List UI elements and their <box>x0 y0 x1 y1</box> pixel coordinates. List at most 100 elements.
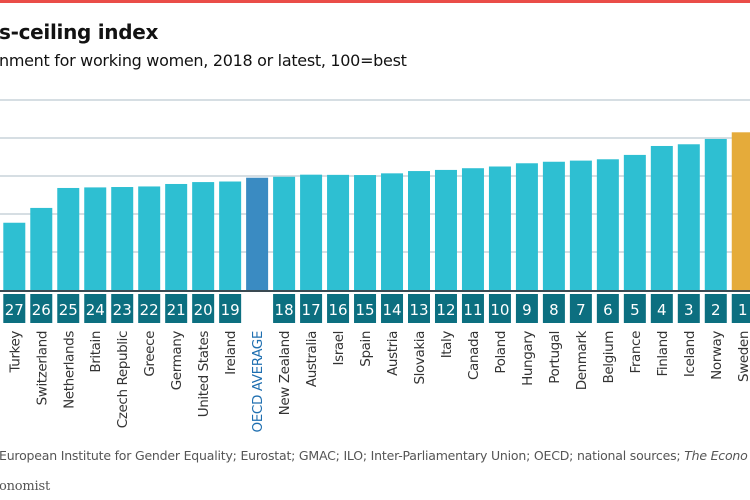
rank-box <box>111 294 134 323</box>
rank-label: 7 <box>576 301 586 319</box>
bar <box>515 163 538 290</box>
category-label: Spain <box>358 331 374 367</box>
bar <box>246 177 269 290</box>
category-label: Greece <box>142 331 158 377</box>
rank-box <box>165 294 188 323</box>
category-label: Finland <box>655 331 671 376</box>
rank-box <box>542 294 565 323</box>
category-label: Canada <box>466 331 482 380</box>
category-label: Britain <box>88 331 104 373</box>
bar <box>273 176 296 290</box>
bar <box>650 145 673 290</box>
category-label: Turkey <box>7 331 23 374</box>
rank-box <box>623 294 646 323</box>
rank-box <box>569 294 592 323</box>
bar <box>381 173 404 290</box>
rank-label: 16 <box>329 301 348 319</box>
rank-box <box>731 294 750 323</box>
category-label: Austria <box>385 331 401 376</box>
rank-box <box>30 294 53 323</box>
category-label: Australia <box>304 331 320 387</box>
category-label: Czech Republic <box>115 331 131 428</box>
bar <box>138 186 161 290</box>
chart-subtitle: nment for working women, 2018 or latest,… <box>0 51 407 70</box>
category-label: Israel <box>331 331 347 366</box>
bar <box>488 166 511 290</box>
category-label: Germany <box>169 331 185 391</box>
category-label: OECD AVERAGE <box>250 331 266 432</box>
bar <box>677 144 700 290</box>
bar <box>57 187 80 290</box>
bar <box>165 183 188 290</box>
chart-title: s-ceiling index <box>0 20 159 44</box>
category-label: Sweden <box>736 331 750 382</box>
rank-label: 12 <box>436 301 455 319</box>
rank-box <box>381 294 404 323</box>
category-label: Iceland <box>682 331 698 377</box>
rank-label: 2 <box>711 301 721 319</box>
bar <box>569 160 592 290</box>
source-note-line2: onomist <box>0 479 51 494</box>
rank-box <box>515 294 538 323</box>
bar <box>192 182 215 290</box>
rank-label: 24 <box>86 301 105 319</box>
rank-label: 26 <box>32 301 51 319</box>
rank-box <box>408 294 430 323</box>
bar <box>219 181 242 290</box>
rank-box <box>138 294 161 323</box>
bar <box>623 154 646 290</box>
rank-box <box>461 294 484 323</box>
rank-box <box>704 294 727 323</box>
bar <box>300 174 323 290</box>
bar <box>461 168 484 290</box>
bar <box>731 132 750 290</box>
rank-label: 23 <box>113 301 132 319</box>
category-label: Portugal <box>547 331 563 384</box>
bar <box>30 207 53 290</box>
rank-label: 10 <box>490 301 509 319</box>
rank-label: 15 <box>355 301 374 319</box>
rank-label: 21 <box>167 301 186 319</box>
category-label: Netherlands <box>61 331 77 409</box>
bar <box>408 171 430 290</box>
rank-label: 3 <box>684 301 694 319</box>
rank-box <box>327 294 350 323</box>
source-note: European Institute for Gender Equality; … <box>0 448 748 463</box>
rank-label: 4 <box>657 301 667 319</box>
rank-label: 17 <box>302 301 321 319</box>
rank-label: 27 <box>5 301 24 319</box>
rank-box <box>3 294 26 323</box>
category-label: Hungary <box>520 331 536 386</box>
bar <box>3 222 26 290</box>
rank-label: 8 <box>549 301 559 319</box>
bar <box>111 187 134 290</box>
rank-label: 5 <box>630 301 640 319</box>
category-label: Switzerland <box>34 331 50 405</box>
bar-chart: 27Turkey26Switzerland25Netherlands24Brit… <box>0 99 750 432</box>
rank-label: 13 <box>409 301 428 319</box>
bar <box>327 174 350 290</box>
bar <box>434 169 457 290</box>
source-text: European Institute for Gender Equality; … <box>0 448 685 463</box>
rank-label: 22 <box>140 301 159 319</box>
rank-label: 1 <box>738 301 748 319</box>
rank-box <box>354 294 377 323</box>
rank-label: 20 <box>194 301 213 319</box>
rank-box <box>650 294 673 323</box>
rank-box <box>434 294 457 323</box>
category-label: Belgium <box>601 331 617 384</box>
category-label: New Zealand <box>277 331 293 415</box>
category-label: Norway <box>709 331 725 380</box>
rank-label: 18 <box>275 301 294 319</box>
bar <box>84 187 107 290</box>
rank-box <box>300 294 323 323</box>
bar <box>596 159 619 290</box>
rank-box <box>596 294 619 323</box>
bar <box>704 138 727 290</box>
category-label: France <box>628 331 644 374</box>
rank-label: 25 <box>59 301 78 319</box>
category-label: Denmark <box>574 330 590 390</box>
category-label: Italy <box>439 331 455 359</box>
rank-label: 11 <box>463 301 482 319</box>
category-label: Slovakia <box>412 331 428 385</box>
